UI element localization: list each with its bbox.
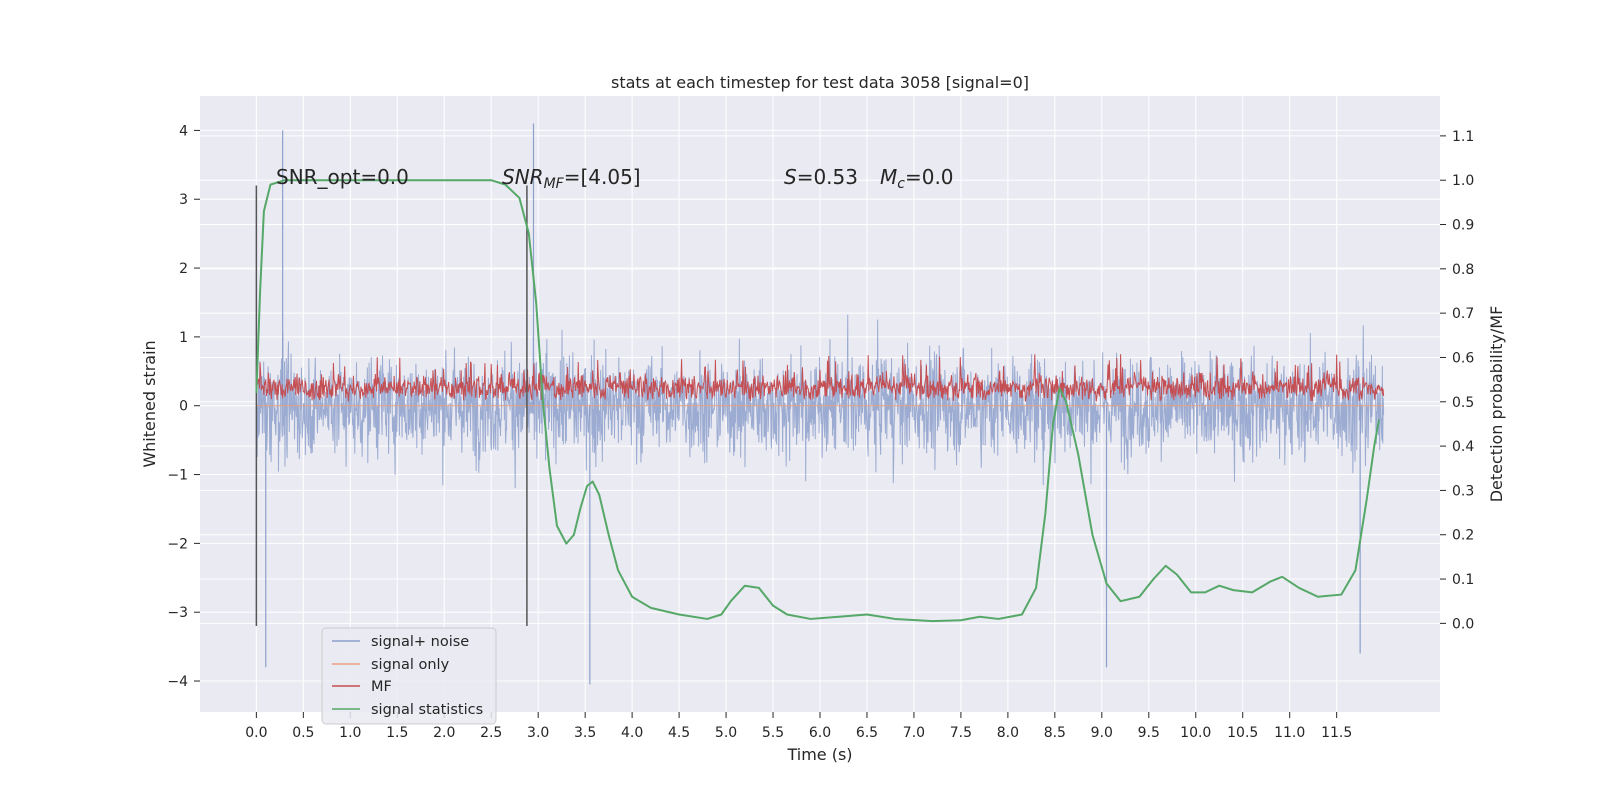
annotation-mc-value: =0.0 — [905, 165, 954, 189]
y-tick-label: −2 — [167, 536, 188, 552]
y-tick-label: −4 — [167, 674, 188, 690]
chart-title: stats at each timestep for test data 305… — [611, 73, 1029, 92]
x-tick-label: 8.5 — [1044, 725, 1066, 741]
x-tick-label: 10.0 — [1180, 725, 1211, 741]
legend-box — [321, 627, 497, 725]
left-axis: 4 3 2 1 0 −1 −2 −3 −4 — [167, 123, 200, 690]
y-right-tick-label: 0.8 — [1452, 262, 1474, 278]
legend: signal+ noise signal only MF signal stat… — [321, 627, 497, 725]
x-tick-label: 0.5 — [292, 725, 314, 741]
x-tick-label: 2.5 — [480, 725, 502, 741]
x-tick-label: 1.5 — [386, 725, 408, 741]
x-tick-label: 9.5 — [1138, 725, 1160, 741]
y-right-tick-label: 1.0 — [1452, 173, 1474, 189]
annotation-mc-symbol: M — [880, 165, 897, 189]
annotation-snr-opt: SNR_opt=0.0 — [276, 165, 409, 189]
x-tick-label: 3.5 — [574, 725, 596, 741]
y-right-tick-label: 0.6 — [1452, 350, 1474, 366]
legend-label-signal-statistics: signal statistics — [371, 702, 483, 718]
annotation-s-symbol: S — [784, 165, 797, 189]
y-right-tick-label: 0.9 — [1452, 218, 1474, 234]
x-tick-label: 7.5 — [950, 725, 972, 741]
series-signal-statistics — [255, 179, 1380, 623]
annotation-snr-mf-subscript: MF — [544, 176, 565, 192]
x-tick-label: 9.0 — [1091, 725, 1113, 741]
series-mf — [255, 354, 1385, 402]
annotation-snr-mf-value: =[4.05] — [564, 165, 641, 189]
annotation-s-value: =0.53 — [797, 165, 858, 189]
y-tick-label: −1 — [167, 468, 188, 484]
x-tick-label: 3.0 — [527, 725, 549, 741]
y-tick-label: 0 — [179, 399, 188, 415]
y-right-tick-label: 0.4 — [1452, 439, 1474, 455]
y-tick-label: 4 — [179, 123, 188, 139]
y-right-tick-label: 0.7 — [1452, 306, 1474, 322]
x-tick-label: 0.0 — [245, 725, 267, 741]
x-tick-label: 10.5 — [1227, 725, 1258, 741]
y-tick-label: 2 — [179, 261, 188, 277]
x-tick-label: 5.0 — [715, 725, 737, 741]
y-right-tick-label: 0.0 — [1452, 616, 1474, 632]
annotation-s: S=0.53 — [784, 165, 858, 189]
series-layer — [255, 123, 1385, 685]
right-axis: 1.1 1.0 0.9 0.8 0.7 0.6 0.5 0.4 0.3 0.2 0.1 0.0 — [1440, 129, 1474, 632]
annotation-snr-mf: SNRMF=[4.05] — [502, 165, 641, 192]
y-axis-right-label: Detection probability/MF — [1487, 306, 1506, 503]
x-tick-label: 8.0 — [997, 725, 1019, 741]
legend-label-signal-noise: signal+ noise — [371, 634, 469, 650]
x-tick-label: 11.0 — [1274, 725, 1305, 741]
legend-label-signal-only: signal only — [371, 657, 450, 673]
x-tick-label: 5.5 — [762, 725, 784, 741]
y-axis-label: Whitened strain — [140, 340, 159, 467]
y-right-tick-label: 1.1 — [1452, 129, 1474, 145]
x-tick-label: 4.0 — [621, 725, 643, 741]
y-right-tick-label: 0.2 — [1452, 528, 1474, 544]
y-right-tick-label: 0.1 — [1452, 572, 1474, 588]
bottom-axis: 0.0 0.5 1.0 1.5 2.0 2.5 3.0 3.5 4.0 4.5 5.0 5.5 6.0 6… — [245, 712, 1352, 741]
y-tick-label: 1 — [179, 330, 188, 346]
x-tick-label: 6.5 — [856, 725, 878, 741]
x-tick-label: 1.0 — [339, 725, 361, 741]
x-tick-label: 7.0 — [903, 725, 925, 741]
x-tick-label: 4.5 — [668, 725, 690, 741]
x-tick-label: 11.5 — [1321, 725, 1352, 741]
y-right-tick-label: 0.3 — [1452, 483, 1474, 499]
annotation-mc: Mc=0.0 — [880, 165, 954, 192]
annotation-mc-subscript: c — [897, 176, 905, 192]
annotation-snr-mf-symbol: SNR — [502, 165, 544, 189]
legend-label-mf: MF — [371, 679, 392, 695]
x-tick-label: 2.0 — [433, 725, 455, 741]
x-tick-label: 6.0 — [809, 725, 831, 741]
y-right-tick-label: 0.5 — [1452, 395, 1474, 411]
y-tick-label: 3 — [179, 192, 188, 208]
annotations: SNR_opt=0.0 SNRMF=[4.05] S=0.53 Mc=0.0 — [276, 165, 954, 192]
series-signal-noise — [255, 314, 1385, 489]
x-axis-label: Time (s) — [786, 745, 852, 764]
y-tick-label: −3 — [167, 605, 188, 621]
